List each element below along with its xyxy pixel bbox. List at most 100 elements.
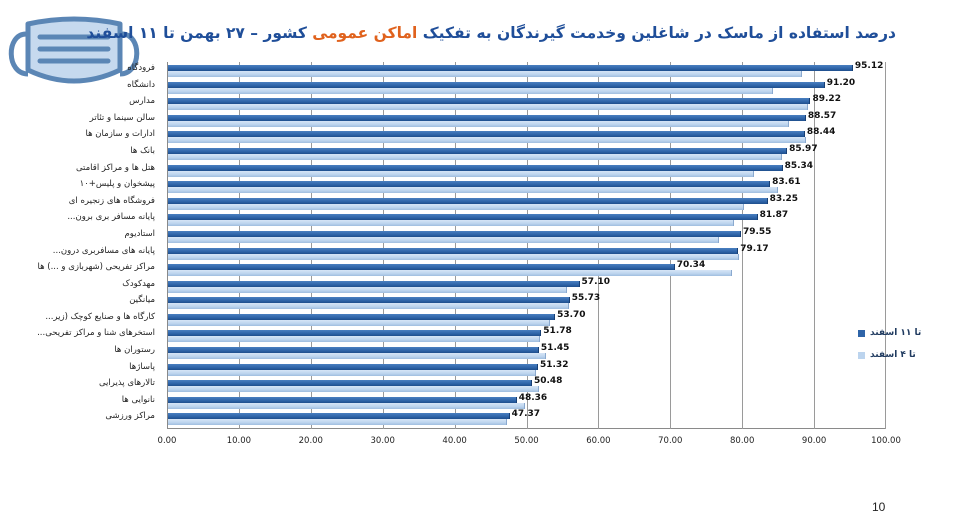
bar-group: 79.55	[167, 227, 886, 246]
category-label: استادیوم	[124, 228, 155, 239]
bar-series-1[interactable]	[168, 313, 556, 320]
bar-series-2[interactable]	[168, 353, 546, 360]
data-label: 47.37	[511, 409, 541, 420]
bar-series-1[interactable]	[168, 347, 539, 354]
bar-series-2[interactable]	[168, 253, 740, 260]
category-label: کارگاه ها و صنایع کوچک (زیر...	[45, 311, 155, 322]
bar-series-2[interactable]	[168, 220, 735, 227]
bar-series-2[interactable]	[168, 386, 540, 393]
data-label: 50.48	[533, 376, 563, 387]
x-tick-label: 60.00	[586, 436, 611, 446]
bar-series-1[interactable]	[168, 98, 811, 105]
bar-series-1[interactable]	[168, 81, 825, 88]
bar-group: 50.48	[167, 376, 886, 395]
bar-series-2[interactable]	[168, 153, 783, 160]
data-label: 70.34	[676, 260, 706, 271]
bar-series-1[interactable]	[168, 297, 570, 304]
legend-swatch-light	[858, 351, 865, 359]
gridline	[598, 62, 600, 429]
bar-series-1[interactable]	[168, 164, 783, 171]
x-tick-label: 40.00	[442, 436, 467, 446]
bar-group: 81.87	[167, 210, 886, 229]
y-axis	[167, 62, 168, 429]
bar-series-1[interactable]	[168, 330, 542, 337]
bar-series-2[interactable]	[168, 419, 507, 426]
chart-title-part3: کشور – ۲۷ بهمن تا ۱۱ اسفند	[86, 24, 307, 42]
bar-series-2[interactable]	[168, 270, 732, 277]
bar-series-2[interactable]	[168, 286, 567, 293]
x-tick-label: 50.00	[514, 436, 539, 446]
x-tick-label: 10.00	[226, 436, 252, 446]
bar-series-1[interactable]	[168, 65, 853, 71]
bar-series-2[interactable]	[168, 319, 551, 326]
bar-series-1[interactable]	[168, 280, 580, 287]
gridline	[382, 62, 384, 429]
category-label: تالارهای پذیرایی	[98, 378, 155, 389]
bar-series-1[interactable]	[168, 380, 532, 387]
bar-series-2[interactable]	[168, 402, 525, 409]
data-label: 48.36	[518, 392, 548, 403]
data-label: 79.17	[740, 243, 769, 254]
bar-group: 48.36	[167, 392, 886, 412]
category-label: فرودگاه	[127, 63, 155, 73]
bar-series-1[interactable]	[168, 181, 771, 188]
gridline	[742, 62, 744, 429]
bar-series-2[interactable]	[168, 203, 745, 210]
category-label: ادارات و سازمان ها	[85, 129, 155, 140]
bar-series-2[interactable]	[168, 303, 569, 310]
category-axis-labels: فرودگاه دانشگاه مدارس سالن سینما و تئاتر ادا…	[20, 62, 155, 429]
bar-group: 47.37	[167, 409, 886, 428]
bar-group: 83.61	[167, 177, 886, 196]
data-label: 55.73	[571, 293, 601, 304]
category-label: پایانه مسافر بری برون...	[67, 212, 155, 223]
x-axis-tick-labels: 0.00 10.00 20.00 30.00 40.00 50.00 60.00 70.00 8…	[158, 436, 901, 450]
bar-series-2[interactable]	[168, 104, 809, 111]
data-label: 91.20	[826, 77, 856, 88]
bar-group: 70.34	[167, 260, 886, 279]
bar-series-1[interactable]	[168, 197, 768, 204]
category-label: مدارس	[129, 96, 155, 107]
legend-item-series-1: تا ۱۱ اسفند	[858, 322, 921, 344]
data-label: 57.10	[581, 276, 611, 287]
category-label: رستوران ها	[114, 345, 155, 356]
x-tick-label: 70.00	[658, 436, 683, 446]
bar-series-1[interactable]	[168, 363, 538, 370]
bar-series-1[interactable]	[168, 413, 510, 420]
x-tick-label: 30.00	[370, 436, 395, 446]
bar-series-2[interactable]	[168, 137, 807, 144]
bar-group: 51.78	[167, 326, 886, 345]
bar-series-1[interactable]	[168, 131, 805, 138]
bar-series-2[interactable]	[168, 71, 802, 77]
category-label: نانوایی ها	[121, 394, 155, 405]
bar-series-1[interactable]	[168, 396, 517, 403]
bar-series-1[interactable]	[168, 264, 675, 271]
bar-series-1[interactable]	[168, 247, 739, 254]
gridline	[670, 62, 672, 429]
plot-area: 95.12 91.20 89.22 88.57 88.44 85.97 85.34 83.61…	[167, 61, 886, 429]
bar-series-2[interactable]	[168, 236, 720, 243]
bar-group: 85.34	[167, 161, 886, 180]
chart-title: درصد استفاده از ماسک در شاغلین وخدمت گیر…	[86, 24, 896, 42]
data-label: 95.12	[854, 61, 884, 71]
bar-group: 55.73	[167, 293, 886, 312]
category-label: مراکز ورزشی	[105, 411, 155, 422]
x-tick-label: 20.00	[298, 436, 323, 446]
bar-series-1[interactable]	[168, 230, 741, 237]
bar-series-2[interactable]	[168, 187, 778, 194]
bar-series-2[interactable]	[168, 170, 755, 177]
bar-series-2[interactable]	[168, 336, 540, 343]
legend-label: تا ۴ اسفند	[870, 350, 916, 360]
legend-swatch-dark	[858, 329, 865, 337]
bar-series-1[interactable]	[168, 214, 758, 221]
bar-group: 91.20	[167, 77, 886, 97]
bar-series-2[interactable]	[168, 87, 773, 94]
data-label: 51.78	[543, 326, 572, 337]
category-label: پاساژها	[129, 361, 155, 372]
data-label: 89.22	[812, 94, 841, 105]
data-label: 83.61	[772, 177, 801, 188]
bar-series-2[interactable]	[168, 120, 789, 127]
gridline	[454, 62, 456, 429]
bar-series-1[interactable]	[168, 147, 788, 154]
bar-series-2[interactable]	[168, 369, 536, 376]
bar-series-1[interactable]	[168, 114, 806, 121]
